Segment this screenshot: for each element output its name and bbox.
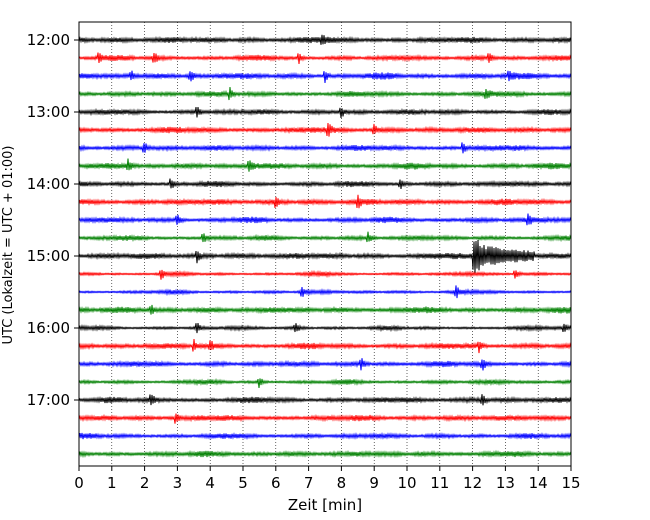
x-tick-label: 10 [397, 474, 416, 492]
trace-1715 [78, 413, 572, 424]
x-tick-label: 14 [529, 474, 548, 492]
x-grid [111, 22, 539, 466]
y-axis: 12:00 13:00 14:00 15:00 16:00 17:00 [27, 31, 79, 409]
trace-1300 [78, 107, 572, 118]
y-tick-label: 15:00 [27, 247, 70, 265]
trace-1730 [78, 431, 572, 440]
trace-1200 [78, 34, 572, 45]
x-tick-label: 12 [463, 474, 482, 492]
y-tick-label: 13:00 [27, 103, 70, 121]
trace-1600 [78, 323, 572, 334]
x-tick-label: 9 [369, 474, 379, 492]
x-tick-label: 6 [271, 474, 281, 492]
x-tick-label: 4 [205, 474, 215, 492]
trace-1445 [78, 231, 572, 243]
trace-1345 [78, 158, 572, 172]
trace-1215 [78, 52, 572, 64]
trace-1745 [78, 449, 572, 459]
trace-1545 [78, 304, 572, 315]
trace-1645 [78, 377, 572, 388]
x-tick-label: 15 [561, 474, 580, 492]
trace-1530 [78, 285, 572, 299]
trace-1430 [78, 213, 572, 226]
x-tick-label: 13 [496, 474, 515, 492]
x-axis-label: Zeit [min] [288, 496, 362, 514]
trace-1315 [78, 122, 572, 137]
x-tick-label: 1 [107, 474, 117, 492]
x-tick-label: 11 [430, 474, 449, 492]
y-axis-label: UTC (Lokalzeit = UTC + 01:00) [1, 146, 16, 345]
x-tick-label: 5 [238, 474, 248, 492]
trace-1615 [78, 339, 572, 354]
x-tick-label: 0 [74, 474, 84, 492]
trace-1230 [78, 70, 572, 83]
trace-1400 [78, 178, 572, 190]
x-tick-label: 7 [304, 474, 314, 492]
y-tick-label: 17:00 [27, 391, 70, 409]
y-tick-label: 14:00 [27, 175, 70, 193]
trace-1515 [78, 269, 572, 280]
x-axis: 0 1 2 3 4 5 6 7 8 9 10 11 12 13 14 15 [74, 466, 581, 492]
trace-1500 [78, 239, 572, 273]
y-tick-label: 12:00 [27, 31, 70, 49]
trace-group [78, 34, 572, 459]
trace-1630 [78, 358, 572, 371]
x-tick-label: 3 [173, 474, 183, 492]
x-tick-label: 2 [140, 474, 150, 492]
y-tick-label: 16:00 [27, 319, 70, 337]
trace-1415 [78, 194, 572, 209]
plot-frame [78, 21, 572, 467]
trace-1330 [78, 142, 572, 154]
trace-1245 [78, 86, 572, 101]
trace-1700 [78, 394, 572, 406]
x-tick-label: 8 [337, 474, 347, 492]
